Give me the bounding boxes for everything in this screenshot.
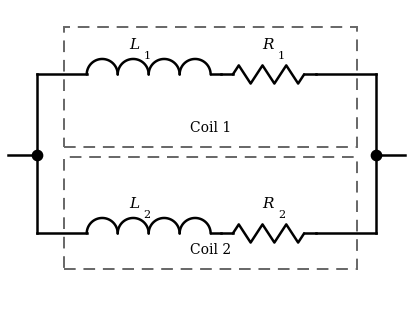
Text: 1: 1 bbox=[143, 51, 151, 61]
Point bbox=[373, 153, 379, 157]
Text: R: R bbox=[263, 38, 274, 52]
Text: 2: 2 bbox=[143, 210, 151, 220]
Text: L: L bbox=[129, 38, 139, 52]
Point bbox=[34, 153, 40, 157]
Text: 1: 1 bbox=[278, 51, 285, 61]
Text: Coil 1: Coil 1 bbox=[190, 121, 231, 135]
Text: L: L bbox=[129, 197, 139, 211]
Text: R: R bbox=[263, 197, 274, 211]
Text: 2: 2 bbox=[278, 210, 285, 220]
Text: Coil 2: Coil 2 bbox=[190, 243, 231, 257]
